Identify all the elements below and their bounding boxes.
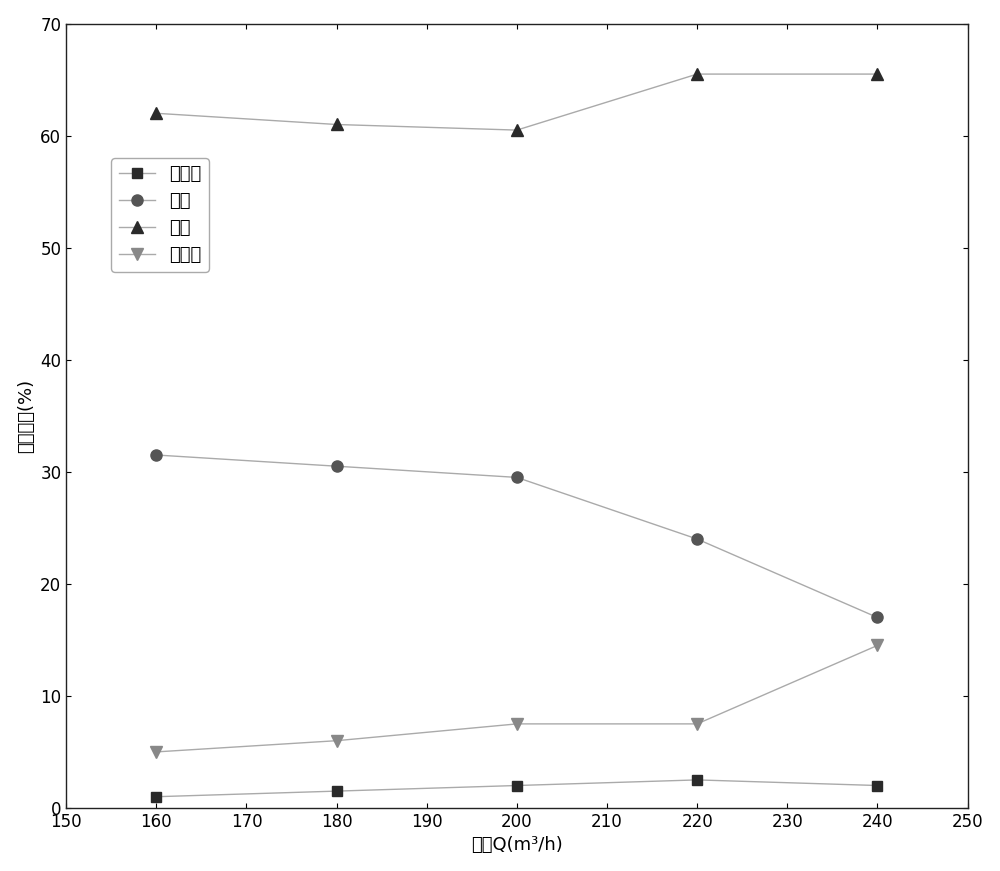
Legend: 进口管, 叶轮, 蜗壳, 出口管: 进口管, 叶轮, 蜗壳, 出口管	[111, 159, 209, 272]
X-axis label: 流量Q(m³/h): 流量Q(m³/h)	[471, 836, 563, 854]
Y-axis label: 熵产比例(%): 熵产比例(%)	[17, 379, 35, 453]
